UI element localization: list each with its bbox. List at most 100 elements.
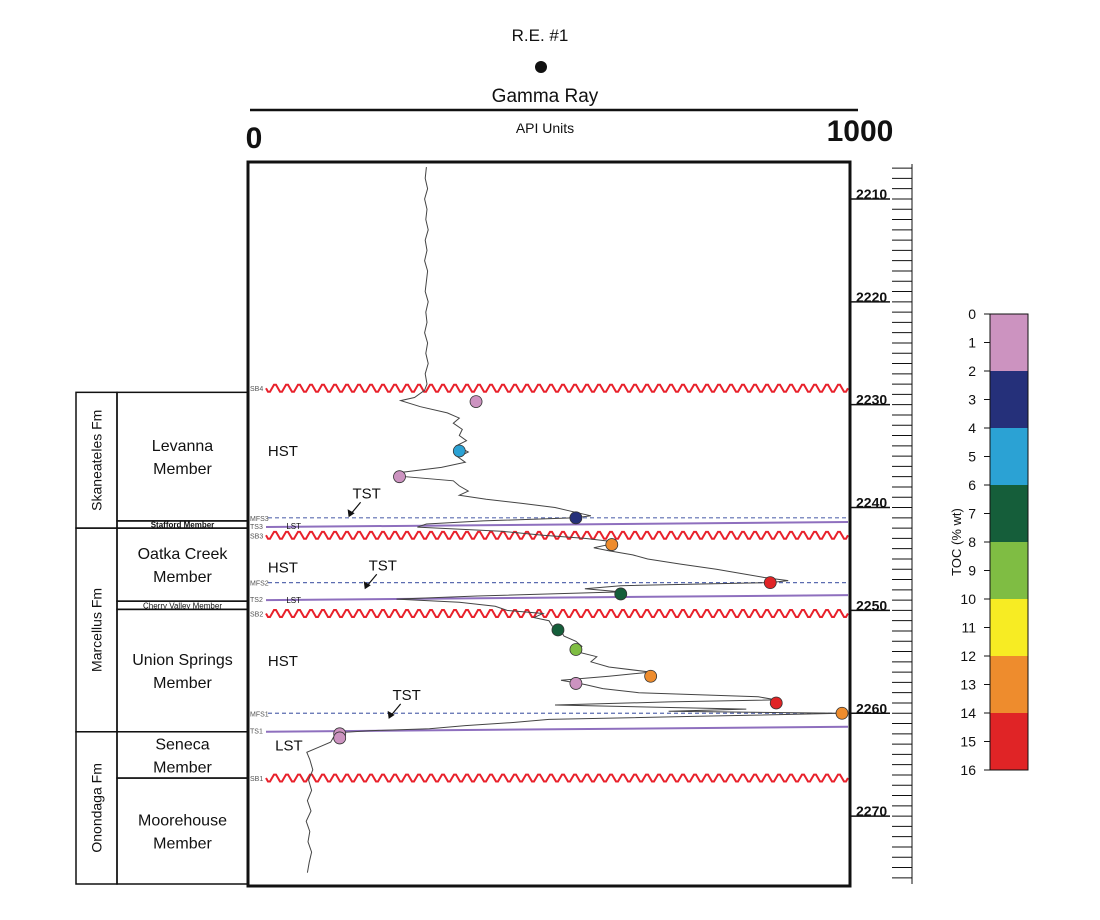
toc-sample-point bbox=[551, 623, 565, 637]
systems-tract-label: LST bbox=[286, 596, 301, 605]
member-label: Moorehouse bbox=[138, 813, 227, 830]
formation-label: Marcellus Fm bbox=[89, 588, 105, 672]
surface-label: TS3 bbox=[250, 524, 263, 531]
legend-tick-label: 2 bbox=[968, 363, 976, 379]
units-label: API Units bbox=[516, 120, 574, 136]
legend-tick-label: 9 bbox=[968, 563, 976, 579]
depth-tick-label: 2260 bbox=[856, 700, 887, 716]
systems-tract-labels: HST TST LST HST TST LST HST TST LST bbox=[268, 443, 421, 754]
toc-sample-point bbox=[569, 643, 583, 656]
legend-swatch-4-6 bbox=[990, 428, 1028, 485]
systems-tract-label: TST bbox=[393, 687, 421, 704]
member-label: Levanna bbox=[152, 438, 213, 455]
surface-label: TS1 bbox=[250, 729, 263, 736]
formation-label: Skaneateles Fm bbox=[89, 410, 105, 511]
surface-label: SB1 bbox=[250, 776, 263, 783]
sequence-boundary-sb4 bbox=[265, 383, 849, 393]
surface-label: SB3 bbox=[250, 533, 263, 540]
log-track-frame bbox=[246, 160, 852, 888]
formation-label: Onondaga Fm bbox=[89, 763, 105, 853]
toc-sample-point bbox=[835, 706, 849, 720]
legend-tick-label: 16 bbox=[960, 762, 976, 778]
legend-tick-label: 0 bbox=[968, 306, 976, 322]
legend-swatch-0-2 bbox=[990, 314, 1028, 371]
surface-label: TS2 bbox=[250, 597, 263, 604]
legend-tick-label: 13 bbox=[960, 677, 976, 693]
legend-swatch-8-10 bbox=[990, 542, 1028, 599]
transgressive-surface-ts3 bbox=[265, 521, 849, 529]
member-label: Member bbox=[153, 569, 212, 586]
tst-arrowhead bbox=[347, 509, 355, 518]
member-box-union-springs-member bbox=[116, 608, 249, 733]
legend-tick-label: 8 bbox=[968, 534, 976, 550]
sequence-boundary-sb3 bbox=[265, 530, 849, 540]
legend-swatch-6-8 bbox=[990, 485, 1028, 542]
transgressive-surface-ts2 bbox=[265, 594, 849, 602]
legend-tick-label: 11 bbox=[961, 620, 976, 636]
member-label: Oatka Creek bbox=[138, 546, 229, 563]
systems-tract-label: HST bbox=[268, 653, 298, 670]
legend-swatch-2-4 bbox=[990, 371, 1028, 428]
depth-tick-label: 2230 bbox=[856, 392, 887, 408]
systems-tract-label: TST bbox=[369, 557, 397, 574]
legend-swatch-14-16 bbox=[990, 713, 1028, 770]
systems-tract-label: HST bbox=[268, 559, 298, 576]
x-min-label: 0 bbox=[246, 122, 263, 155]
legend-tick-label: 10 bbox=[960, 591, 976, 607]
legend-tick-label: 3 bbox=[968, 392, 976, 408]
legend-title: TOC (% wt) bbox=[949, 508, 964, 576]
surface-label: SB4 bbox=[250, 386, 263, 393]
surface-label: MFS3 bbox=[250, 516, 269, 523]
systems-tract-label: LST bbox=[286, 522, 301, 531]
sequence-boundary-sb1 bbox=[265, 773, 849, 783]
legend-tick-label: 12 bbox=[960, 648, 976, 664]
transgressive-surface-ts1 bbox=[265, 725, 849, 733]
toc-sample-points bbox=[333, 395, 849, 745]
well-location-dot bbox=[535, 61, 547, 73]
systems-tract-label: LST bbox=[275, 737, 303, 754]
depth-tick-label: 2240 bbox=[856, 495, 887, 511]
depth-tick-label: 2220 bbox=[856, 289, 887, 305]
toc-sample-point bbox=[769, 696, 783, 710]
depth-tick-label: 2270 bbox=[856, 803, 887, 819]
member-box-moorehouse-member bbox=[116, 777, 249, 885]
toc-sample-point bbox=[605, 538, 619, 551]
depth-tick-label: 2250 bbox=[856, 597, 887, 613]
member-label: Union Springs bbox=[132, 652, 233, 669]
surface-label: MFS1 bbox=[250, 711, 269, 718]
toc-sample-point bbox=[614, 587, 628, 601]
member-label: Member bbox=[153, 675, 212, 692]
tst-arrowhead bbox=[363, 581, 371, 590]
toc-sample-point bbox=[763, 576, 777, 590]
member-box-oatka-creek-member bbox=[116, 527, 249, 602]
member-box-levanna-member bbox=[116, 391, 249, 522]
toc-sample-point bbox=[569, 677, 583, 690]
depth-axis: 2210 2220 2230 2240 2250 2260 2270 bbox=[850, 164, 913, 884]
legend-tick-label: 1 bbox=[968, 335, 976, 351]
member-label: Member bbox=[153, 759, 212, 776]
member-label: Member bbox=[153, 461, 212, 478]
legend-swatch-10-12 bbox=[990, 599, 1028, 656]
member-label: Cherry Valley Member bbox=[143, 601, 222, 610]
gamma-ray-curve-group bbox=[305, 167, 843, 873]
toc-sample-point bbox=[393, 470, 406, 484]
depth-tick-label: 2210 bbox=[856, 186, 887, 202]
legend-tick-label: 5 bbox=[968, 449, 976, 465]
log-title: Gamma Ray bbox=[492, 86, 599, 107]
toc-sample-point bbox=[569, 511, 583, 525]
member-label: Stafford Member bbox=[151, 521, 215, 530]
toc-sample-point bbox=[644, 669, 658, 683]
systems-tract-label: TST bbox=[352, 485, 380, 502]
member-label: Seneca bbox=[155, 736, 209, 753]
legend-tick-label: 6 bbox=[968, 477, 976, 493]
systems-tract-label: HST bbox=[268, 443, 298, 460]
toc-sample-point bbox=[452, 444, 466, 458]
well-name: R.E. #1 bbox=[512, 26, 569, 45]
legend-tick-label: 14 bbox=[960, 705, 976, 721]
member-label: Member bbox=[153, 836, 212, 853]
surface-label: MFS2 bbox=[250, 581, 269, 588]
legend-swatch-12-14 bbox=[990, 656, 1028, 713]
